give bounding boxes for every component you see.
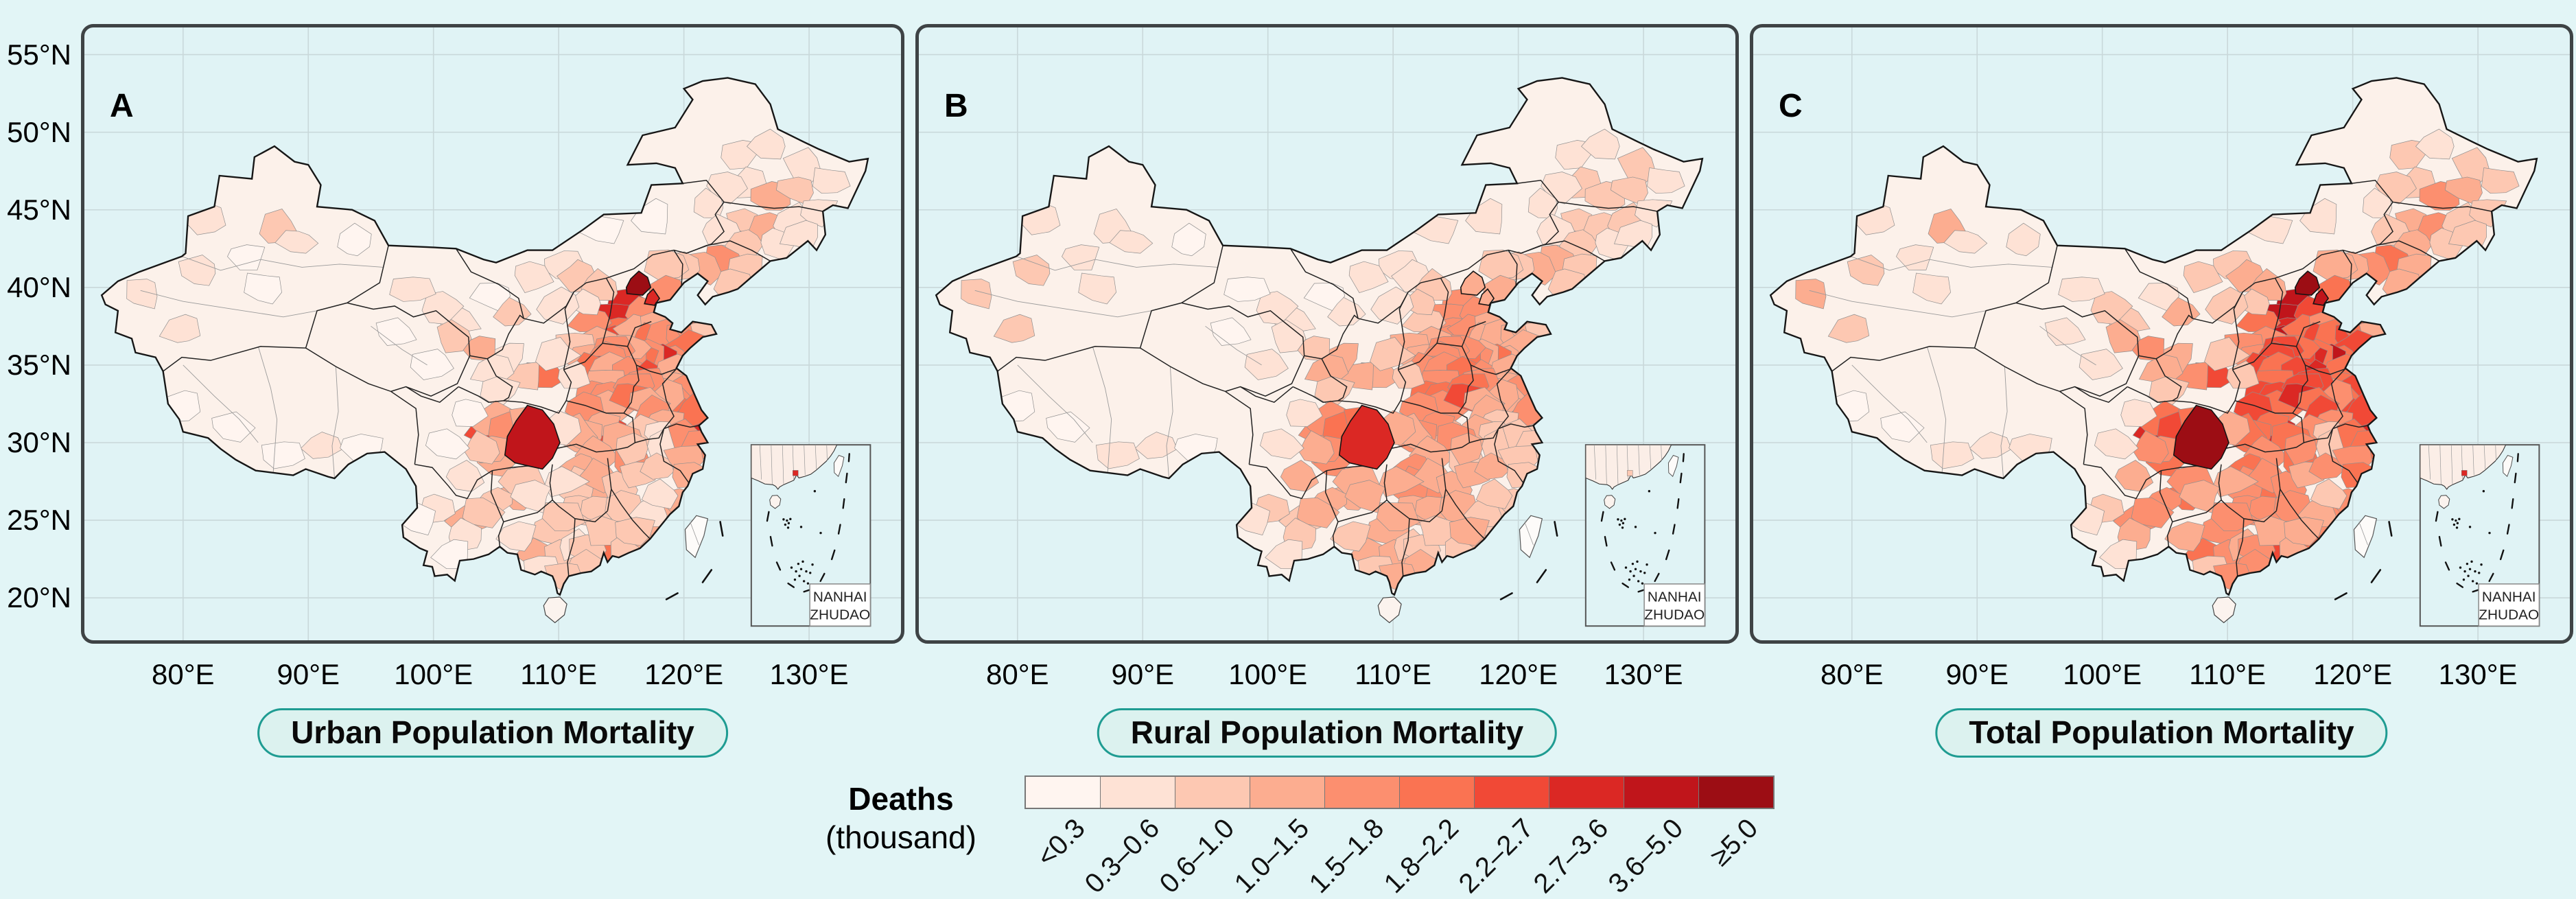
lat-tick-label: 50°N [7,115,71,148]
legend-title-line1: Deaths [848,781,954,817]
region-tianjin [1478,288,1495,306]
province-borders [1831,180,2492,576]
choropleth-map-rural: NANHAI ZHUDAO [919,27,1735,640]
panel-title-total: Total Population Mortality [1935,708,2388,758]
legend-class-swatch [1475,777,1549,808]
inset-label-line1: NANHAI [2482,589,2536,605]
legend-class-label: 0.3–0.6 [1079,813,1166,899]
lat-tick-label: 55°N [7,38,71,71]
hainan-island [543,596,567,624]
panel-letter-b: B [944,88,968,124]
nanhai-zhudao-inset: NANHAI ZHUDAO [1584,444,1706,627]
region-tianjin [2312,288,2330,306]
legend-class-label: 3.6–5.0 [1602,813,1689,899]
lat-tick-label: 35°N [7,348,71,381]
lon-tick-label: 120°E [1479,658,1558,690]
nanhai-zhudao-inset: NANHAI ZHUDAO [2419,444,2540,627]
lon-tick-label: 80°E [152,658,215,690]
lon-tick-label: 130°E [769,658,849,690]
legend-class-label: 2.2–2.7 [1453,813,1540,899]
legend-class-label: 1.5–1.8 [1303,813,1390,899]
lon-tick-label: 130°E [2438,658,2518,690]
hainan-island [2212,596,2236,624]
lon-tick-label: 100°E [394,658,473,690]
lon-tick-label: 130°E [1604,658,1683,690]
province-borders [163,180,823,576]
lat-tick-label: 25°N [7,504,71,537]
legend-class-label: ≥5.0 [1705,813,1764,872]
choropleth-map-urban: NANHAI ZHUDAO [84,27,901,640]
region-chongqing [2173,404,2229,470]
province-borders [997,180,1658,576]
region-beijing [2294,270,2321,296]
legend-class-label: 2.7–3.6 [1527,813,1615,899]
lon-tick-label: 80°E [1820,658,1884,690]
legend-class-swatch [1624,777,1699,808]
taiwan-island [684,515,709,559]
legend-class-swatch [1549,777,1624,808]
inset-label-line2: ZHUDAO [1644,607,1705,622]
lon-tick-label: 110°E [2189,658,2267,690]
panel-title-urban: Urban Population Mortality [257,708,728,758]
inset-label-line1: NANHAI [1648,589,1702,605]
legend-class-swatch [1250,777,1325,808]
hainan-island [1377,596,1402,624]
lon-tick-label: 100°E [1228,658,1308,690]
lon-tick-label: 90°E [1111,658,1175,690]
region-beijing [1460,270,1486,296]
lon-tick-label: 120°E [644,658,724,690]
legend-class-label: <0.3 [1031,813,1091,873]
panel-letter-c: C [1779,88,1803,124]
lon-tick-label: 100°E [2063,658,2142,690]
prefecture-cells [961,128,1685,594]
legend-color-strip [1024,775,1775,809]
legend-class-label: 1.8–2.2 [1378,813,1465,899]
legend-class-swatch [1101,777,1175,808]
lat-tick-label: 40°N [7,270,71,303]
map-panel-b: NANHAI ZHUDAO [915,24,1739,644]
inset-label-line1: NANHAI [813,589,867,605]
legend-class-swatch [1175,777,1250,808]
panel-letter-a: A [110,88,134,124]
choropleth-map-total: NANHAI ZHUDAO [1753,27,2570,640]
taiwan-island [2353,515,2378,559]
nanhai-zhudao-inset: NANHAI ZHUDAO [750,444,871,627]
legend-class-swatch [1400,777,1475,808]
legend-class-label: 1.0–1.5 [1228,813,1315,899]
inset-label-line2: ZHUDAO [2479,607,2539,622]
map-panel-c: NANHAI ZHUDAO [1750,24,2573,644]
legend-title: Deaths (thousand) [789,780,1013,856]
legend-class-swatch [1699,777,1773,808]
region-chongqing [1338,404,1395,470]
lon-tick-label: 80°E [986,658,1049,690]
lat-tick-label: 30°N [7,425,71,458]
legend-class-swatch [1026,777,1101,808]
legend-class-swatch [1325,777,1400,808]
lon-tick-label: 90°E [1945,658,2009,690]
inset-label-line2: ZHUDAO [810,607,870,622]
region-beijing [625,270,652,296]
lon-tick-label: 120°E [2313,658,2393,690]
lat-tick-label: 45°N [7,193,71,226]
lon-tick-label: 90°E [277,658,340,690]
prefecture-cells [1795,128,2520,594]
taiwan-island [1519,515,1543,559]
region-chongqing [504,404,561,470]
map-panel-a: NANHAI ZHUDAO [81,24,904,644]
lat-tick-label: 20°N [7,581,71,614]
legend-class-label: 0.6–1.0 [1154,813,1241,899]
region-tianjin [644,288,661,306]
panel-title-rural: Rural Population Mortality [1097,708,1558,758]
lon-tick-label: 110°E [1355,658,1432,690]
legend-title-line2: (thousand) [826,819,976,855]
lon-tick-label: 110°E [520,658,598,690]
